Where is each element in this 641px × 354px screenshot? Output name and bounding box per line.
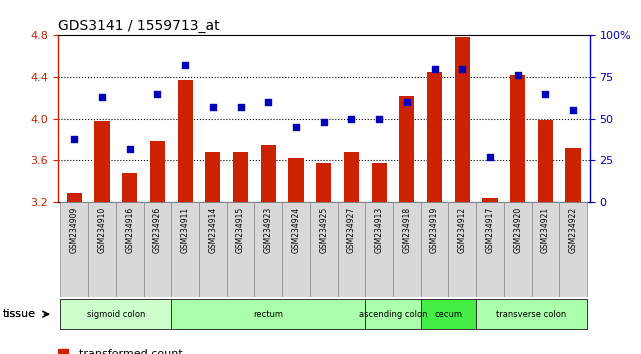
- Text: GSM234922: GSM234922: [569, 207, 578, 253]
- Point: [429, 66, 440, 72]
- Text: GSM234912: GSM234912: [458, 207, 467, 253]
- Bar: [261, 144, 276, 202]
- Bar: [60, 202, 88, 297]
- Text: GSM234913: GSM234913: [374, 207, 383, 253]
- Bar: [476, 299, 587, 329]
- Bar: [233, 152, 248, 202]
- Bar: [420, 202, 449, 297]
- Bar: [427, 72, 442, 202]
- Text: ascending colon: ascending colon: [359, 310, 428, 319]
- Text: GSM234927: GSM234927: [347, 207, 356, 253]
- Text: GSM234925: GSM234925: [319, 207, 328, 253]
- Text: GSM234917: GSM234917: [485, 207, 494, 253]
- Text: GSM234915: GSM234915: [236, 207, 245, 253]
- Bar: [227, 202, 254, 297]
- Bar: [254, 202, 282, 297]
- Text: GSM234916: GSM234916: [125, 207, 134, 253]
- Bar: [393, 202, 420, 297]
- Text: sigmoid colon: sigmoid colon: [87, 310, 145, 319]
- Text: GSM234924: GSM234924: [292, 207, 301, 253]
- Bar: [178, 80, 193, 202]
- Text: rectum: rectum: [253, 310, 283, 319]
- Point: [97, 94, 107, 100]
- Text: cecum: cecum: [435, 310, 462, 319]
- Bar: [171, 202, 199, 297]
- Point: [69, 136, 79, 141]
- Text: GSM234914: GSM234914: [208, 207, 217, 253]
- Bar: [116, 202, 144, 297]
- Bar: [310, 202, 338, 297]
- Bar: [199, 202, 227, 297]
- Bar: [372, 163, 387, 202]
- Text: GSM234926: GSM234926: [153, 207, 162, 253]
- Text: tissue: tissue: [3, 309, 36, 319]
- Bar: [559, 202, 587, 297]
- Bar: [67, 193, 82, 202]
- Text: GSM234923: GSM234923: [264, 207, 273, 253]
- Bar: [94, 121, 110, 202]
- Point: [485, 154, 495, 160]
- Bar: [454, 38, 470, 202]
- Text: GSM234920: GSM234920: [513, 207, 522, 253]
- Bar: [171, 299, 365, 329]
- Bar: [449, 202, 476, 297]
- Bar: [510, 75, 525, 202]
- Bar: [565, 148, 581, 202]
- Text: GSM234918: GSM234918: [403, 207, 412, 253]
- Point: [208, 104, 218, 110]
- Point: [540, 91, 551, 96]
- Bar: [365, 202, 393, 297]
- Bar: [538, 120, 553, 202]
- Point: [568, 108, 578, 113]
- Point: [374, 116, 384, 121]
- Bar: [282, 202, 310, 297]
- Text: transformed count: transformed count: [79, 349, 183, 354]
- Point: [346, 116, 356, 121]
- Bar: [288, 158, 304, 202]
- Bar: [531, 202, 559, 297]
- Point: [180, 63, 190, 68]
- Bar: [338, 202, 365, 297]
- Text: GSM234919: GSM234919: [430, 207, 439, 253]
- Text: transverse colon: transverse colon: [496, 310, 567, 319]
- Bar: [399, 96, 415, 202]
- Text: GDS3141 / 1559713_at: GDS3141 / 1559713_at: [58, 19, 219, 33]
- Text: GSM234921: GSM234921: [541, 207, 550, 253]
- Point: [263, 99, 274, 105]
- Bar: [122, 173, 137, 202]
- Bar: [504, 202, 531, 297]
- Bar: [150, 142, 165, 202]
- Bar: [482, 198, 497, 202]
- Text: GSM234911: GSM234911: [181, 207, 190, 253]
- Point: [291, 124, 301, 130]
- Text: tissue: tissue: [3, 309, 36, 319]
- Text: GSM234910: GSM234910: [97, 207, 106, 253]
- Bar: [316, 163, 331, 202]
- Bar: [420, 299, 476, 329]
- Point: [153, 91, 163, 96]
- Point: [513, 73, 523, 78]
- Point: [124, 146, 135, 152]
- Bar: [365, 299, 420, 329]
- Point: [319, 119, 329, 125]
- Bar: [476, 202, 504, 297]
- Bar: [205, 152, 221, 202]
- Bar: [88, 202, 116, 297]
- Point: [235, 104, 246, 110]
- Bar: [144, 202, 171, 297]
- Bar: [60, 299, 171, 329]
- Point: [457, 66, 467, 72]
- Text: GSM234909: GSM234909: [70, 207, 79, 253]
- Point: [402, 99, 412, 105]
- Bar: [344, 152, 359, 202]
